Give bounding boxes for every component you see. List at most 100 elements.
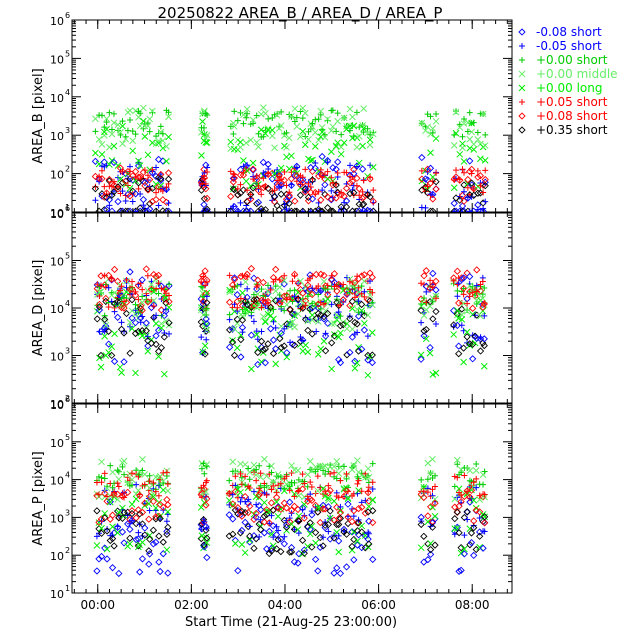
y-tick-label: 10 (50, 130, 64, 143)
legend-marker (519, 99, 525, 105)
data-point (422, 267, 430, 275)
data-point (472, 467, 480, 474)
data-point (290, 341, 299, 350)
data-point (243, 167, 251, 175)
data-point (299, 506, 306, 513)
data-point (317, 299, 324, 306)
data-point (290, 558, 299, 566)
data-point (348, 177, 357, 185)
data-point (318, 171, 326, 179)
data-point (250, 274, 258, 282)
data-point (481, 491, 488, 498)
data-point (118, 528, 127, 536)
data-point (335, 548, 343, 556)
data-point (429, 125, 437, 132)
data-point (234, 117, 241, 124)
data-point (238, 526, 246, 535)
data-point (162, 307, 170, 315)
data-point (459, 133, 466, 140)
data-point (268, 126, 276, 134)
data-point (328, 301, 335, 308)
data-point (480, 335, 488, 343)
data-point (247, 264, 256, 273)
data-point (315, 188, 322, 195)
data-point (355, 159, 363, 167)
data-point (119, 122, 126, 130)
data-point (288, 152, 295, 160)
data-point (429, 455, 436, 463)
data-point (105, 175, 114, 184)
data-point (474, 129, 481, 136)
data-point (155, 139, 162, 147)
data-point (247, 207, 255, 212)
data-point (144, 172, 151, 179)
data-point (366, 353, 374, 361)
data-point (306, 275, 313, 282)
data-point (450, 141, 458, 149)
data-point (256, 533, 263, 540)
data-point (461, 472, 468, 479)
data-point (203, 326, 211, 334)
data-point (237, 335, 245, 344)
data-point (302, 283, 309, 291)
y-tick-label: 10 (50, 588, 64, 601)
data-point (468, 170, 475, 177)
data-point (358, 300, 366, 309)
data-point (481, 182, 489, 190)
data-point (136, 491, 144, 500)
data-point (110, 357, 119, 366)
y-tick-exponent: 1 (65, 203, 70, 212)
data-point (350, 507, 358, 515)
data-point (327, 127, 335, 134)
y-tick-exponent: 4 (65, 88, 70, 97)
data-point (283, 353, 291, 361)
data-point (257, 516, 264, 523)
data-point (458, 469, 465, 476)
data-point (165, 109, 172, 116)
data-point (369, 130, 377, 138)
data-point (244, 110, 251, 117)
data-point (324, 489, 332, 497)
y-tick-label: 10 (50, 15, 64, 28)
data-point (339, 319, 347, 326)
data-point (481, 513, 488, 521)
data-point (455, 299, 463, 307)
data-point (420, 488, 427, 495)
data-point (121, 471, 128, 478)
data-point (165, 133, 172, 141)
data-point (232, 473, 239, 480)
data-point (295, 530, 302, 537)
data-point (337, 507, 344, 515)
legend-label: -0.08 short (536, 25, 602, 39)
data-point (123, 295, 130, 302)
data-point (333, 287, 341, 295)
data-point (261, 499, 268, 506)
data-point (229, 458, 237, 466)
data-point (335, 532, 342, 539)
data-point (355, 487, 362, 494)
data-point (300, 514, 308, 522)
data-point (232, 468, 239, 476)
data-point (353, 527, 362, 535)
data-point (262, 109, 269, 117)
data-point (115, 183, 122, 190)
data-point (131, 167, 140, 176)
data-point (238, 474, 245, 481)
data-point (308, 466, 315, 473)
data-point (95, 491, 102, 498)
data-point (365, 497, 373, 505)
data-point (98, 112, 105, 119)
data-point (229, 178, 237, 186)
data-point (111, 330, 118, 338)
data-point (122, 309, 131, 318)
data-point (157, 174, 165, 183)
data-point (350, 556, 358, 564)
data-point (100, 206, 108, 212)
data-point (281, 533, 288, 540)
data-point (346, 301, 354, 310)
data-point (335, 333, 343, 341)
data-point (152, 275, 160, 283)
data-point (101, 332, 109, 340)
data-point (474, 183, 482, 190)
